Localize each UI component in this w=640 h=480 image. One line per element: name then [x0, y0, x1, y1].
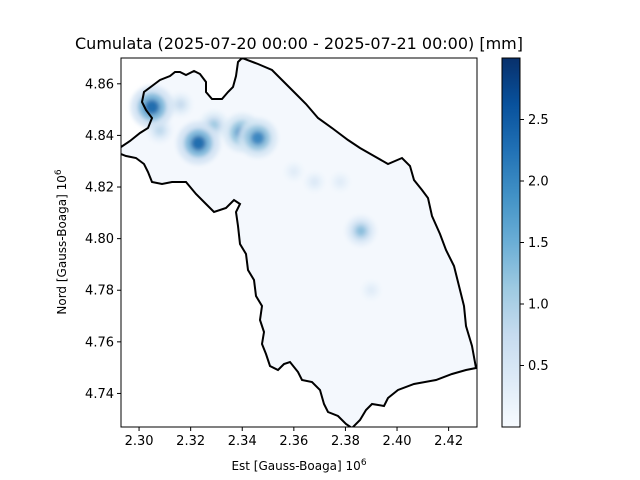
x-tick-label: 2.30 [125, 434, 154, 449]
rainfall-spot [144, 99, 160, 115]
x-tick-label: 2.34 [228, 434, 257, 449]
x-axis: 2.30 2.32 2.34 2.36 2.38 2.40 2.42 [125, 427, 463, 449]
x-tick-label: 2.40 [383, 434, 412, 449]
x-axis-label-exponent: 6 [361, 458, 367, 468]
rainfall-spot [355, 225, 367, 237]
x-tick-label: 2.36 [279, 434, 308, 449]
rainfall-spot [311, 178, 318, 186]
x-tick-label: 2.42 [434, 434, 463, 449]
y-tick-label: 4.74 [85, 387, 114, 402]
rainfall-spot [176, 100, 185, 109]
rainfall-spot [250, 131, 265, 145]
plot-frame [120, 57, 478, 428]
colorbar-tick-label: 2.0 [528, 175, 549, 190]
colorbar-tick-label: 0.5 [528, 359, 549, 374]
chart-title: Cumulata (2025-07-20 00:00 - 2025-07-21 … [75, 34, 523, 53]
colorbar-gradient [501, 57, 521, 428]
x-tick-label: 2.32 [176, 434, 205, 449]
rainfall-spot [190, 135, 206, 151]
rainfall-spot [336, 178, 344, 186]
y-tick-label: 4.80 [85, 232, 114, 247]
x-tick-label: 2.38 [331, 434, 360, 449]
x-axis-label: Est [Gauss-Boaga] 106 [231, 458, 366, 473]
rainfall-spot [290, 168, 298, 175]
rainfall-spot [155, 125, 164, 135]
colorbar-tick-label: 1.0 [528, 298, 549, 313]
region-border [121, 58, 477, 427]
y-tick-label: 4.84 [85, 129, 114, 144]
y-axis-label: Nord [Gauss-Boaga] 106 [54, 169, 69, 314]
y-tick-label: 4.76 [85, 335, 114, 350]
y-tick-label: 4.82 [85, 181, 114, 196]
y-tick-label: 4.78 [85, 284, 114, 299]
colorbar: 0.5 1.0 1.5 2.0 2.5 [501, 57, 549, 428]
plot-area [120, 57, 478, 428]
y-tick-label: 4.86 [85, 77, 114, 92]
colorbar-tick-label: 2.5 [528, 113, 549, 128]
y-axis: 4.74 4.76 4.78 4.80 4.82 4.84 4.86 [85, 77, 121, 402]
rainfall-spot [367, 286, 375, 294]
colorbar-tick-label: 1.5 [528, 236, 549, 251]
y-axis-label-exponent: 6 [54, 169, 64, 175]
